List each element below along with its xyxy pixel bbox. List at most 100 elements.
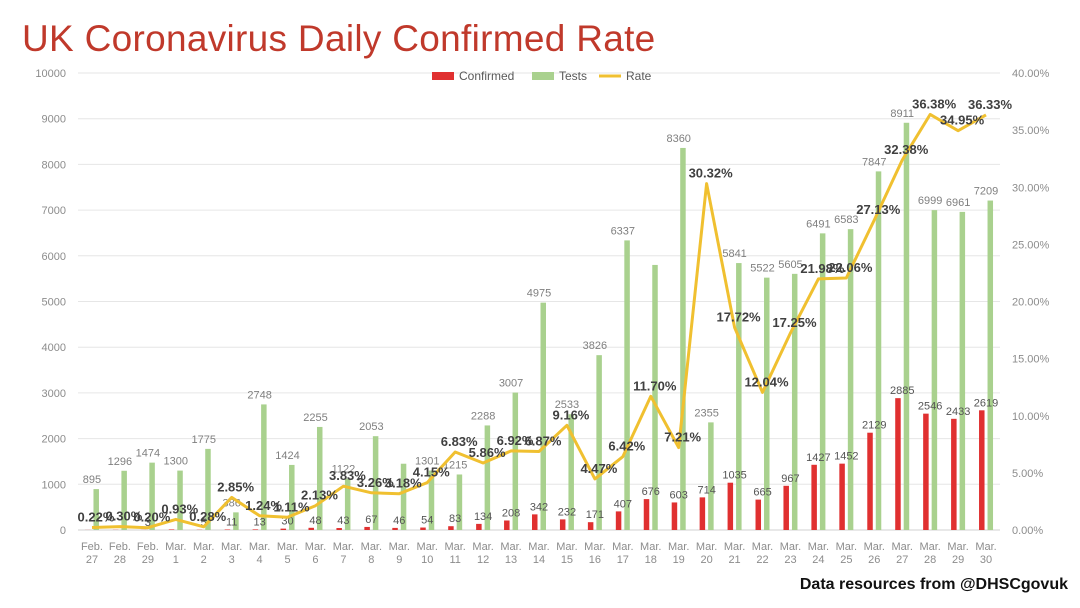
confirmed-data-label: 665 xyxy=(753,487,771,499)
x-tick-label: Mar. 11 xyxy=(444,541,465,566)
rate-data-label: 0.30% xyxy=(105,509,142,524)
confirmed-data-label: 2129 xyxy=(862,420,886,432)
rate-data-label: 6.87% xyxy=(525,434,562,449)
x-tick-label: Mar. 28 xyxy=(919,541,940,566)
y-left-tick-label: 6000 xyxy=(42,251,66,263)
tests-data-label: 3826 xyxy=(583,340,607,352)
legend-swatch-tests xyxy=(532,72,554,80)
rate-data-label: 17.72% xyxy=(717,310,762,325)
confirmed-bar xyxy=(979,410,985,530)
x-tick-label: Mar. 21 xyxy=(724,541,745,566)
tests-data-label: 5605 xyxy=(778,259,802,271)
confirmed-data-label: 46 xyxy=(393,515,405,527)
tests-bar xyxy=(177,470,183,530)
y-right-tick-label: 10.00% xyxy=(1012,411,1050,423)
confirmed-data-label: 1035 xyxy=(722,470,746,482)
y-left-tick-label: 8000 xyxy=(42,159,66,171)
x-tick-label: Mar. 19 xyxy=(668,541,689,566)
rate-data-label: 6.83% xyxy=(441,434,478,449)
tests-data-label: 3007 xyxy=(499,378,523,390)
confirmed-bar xyxy=(448,526,454,530)
tests-data-label: 1122 xyxy=(332,464,356,476)
x-tick-label: Mar. 23 xyxy=(780,541,801,566)
tests-bar xyxy=(791,273,798,530)
tests-data-label: 6961 xyxy=(946,197,970,209)
rate-data-label: 2.13% xyxy=(301,488,338,503)
y-right-tick-label: 15.00% xyxy=(1012,354,1050,366)
x-tick-label: Feb. 29 xyxy=(137,541,159,566)
y-left-tick-label: 4000 xyxy=(42,342,66,354)
rate-data-label: 34.95% xyxy=(940,113,985,128)
x-tick-label: Mar. 20 xyxy=(696,541,717,566)
tests-bar xyxy=(372,436,379,530)
y-left-tick-label: 10000 xyxy=(35,68,66,80)
tests-bar xyxy=(624,240,630,530)
confirmed-data-label: 342 xyxy=(530,501,548,513)
legend-swatch-confirmed xyxy=(432,72,454,80)
tests-data-label: 1474 xyxy=(136,448,160,460)
y-right-tick-label: 35.00% xyxy=(1012,125,1050,137)
confirmed-bar xyxy=(811,464,817,530)
x-tick-label: Mar. 24 xyxy=(808,541,829,566)
tests-data-label: 2053 xyxy=(359,421,383,433)
x-tick-label: Mar. 10 xyxy=(417,541,438,566)
confirmed-bar xyxy=(308,527,314,530)
x-tick-label: Mar. 29 xyxy=(947,541,968,566)
tests-bar xyxy=(289,464,295,530)
confirmed-data-label: 54 xyxy=(421,515,433,527)
confirmed-data-label: 967 xyxy=(781,473,799,485)
tests-bar xyxy=(484,425,491,530)
rate-data-label: 17.25% xyxy=(772,315,817,330)
tests-data-label: 8911 xyxy=(890,108,914,120)
x-tick-label: Feb. 27 xyxy=(81,541,103,566)
tests-bar xyxy=(149,462,155,530)
confirmed-data-label: 5 xyxy=(201,517,207,529)
y-right-tick-label: 5.00% xyxy=(1012,468,1043,480)
tests-bar xyxy=(568,414,574,530)
rate-data-label: 9.16% xyxy=(553,407,590,422)
rate-data-label: 36.33% xyxy=(968,97,1013,112)
rate-data-label: 0.28% xyxy=(189,509,226,524)
x-tick-label: Mar. 16 xyxy=(584,541,605,566)
confirmed-bar xyxy=(587,522,594,530)
y-left-tick-label: 2000 xyxy=(42,434,66,446)
x-tick-label: Mar. 5 xyxy=(277,541,298,566)
tests-data-label: 7847 xyxy=(862,156,886,168)
x-tick-label: Mar. 14 xyxy=(528,541,549,566)
y-right-tick-label: 40.00% xyxy=(1012,68,1050,80)
confirmed-bar xyxy=(252,529,259,530)
confirmed-data-label: 603 xyxy=(670,489,688,501)
tests-bar xyxy=(428,470,435,530)
confirmed-data-label: 2546 xyxy=(918,401,942,413)
y-right-tick-label: 0.00% xyxy=(1012,525,1043,537)
tests-bar xyxy=(708,422,714,530)
confirmed-data-label: 2619 xyxy=(974,397,998,409)
confirmed-bar xyxy=(783,485,789,530)
tests-bar xyxy=(261,404,267,530)
tests-data-label: 2355 xyxy=(694,407,718,419)
tests-data-label: 5841 xyxy=(722,248,746,260)
confirmed-bar xyxy=(532,514,538,530)
tests-data-label: 2288 xyxy=(471,410,495,422)
tests-data-label: 2748 xyxy=(247,389,271,401)
confirmed-data-label: 1427 xyxy=(806,452,830,464)
tests-data-label: 1300 xyxy=(164,456,188,468)
chart-title: UK Coronavirus Daily Confirmed Rate xyxy=(22,18,656,59)
tests-data-label: 4975 xyxy=(527,288,551,300)
confirmed-data-label: 2433 xyxy=(946,406,970,418)
x-tick-label: Mar. 17 xyxy=(612,541,633,566)
tests-bar xyxy=(512,392,519,530)
tests-data-label: 895 xyxy=(83,474,101,486)
tests-data-label: 1296 xyxy=(108,456,132,468)
rate-data-label: 5.86% xyxy=(469,445,506,460)
legend-label-rate: Rate xyxy=(626,69,652,83)
x-tick-label: Mar. 2 xyxy=(193,541,214,566)
tests-bar xyxy=(400,463,407,530)
rate-data-label: 6.42% xyxy=(608,439,645,454)
tests-bar xyxy=(847,229,854,530)
y-left-tick-label: 5000 xyxy=(42,297,66,309)
confirmed-data-label: 232 xyxy=(558,506,576,518)
tests-bar xyxy=(596,355,602,530)
rate-data-label: 27.13% xyxy=(856,202,901,217)
